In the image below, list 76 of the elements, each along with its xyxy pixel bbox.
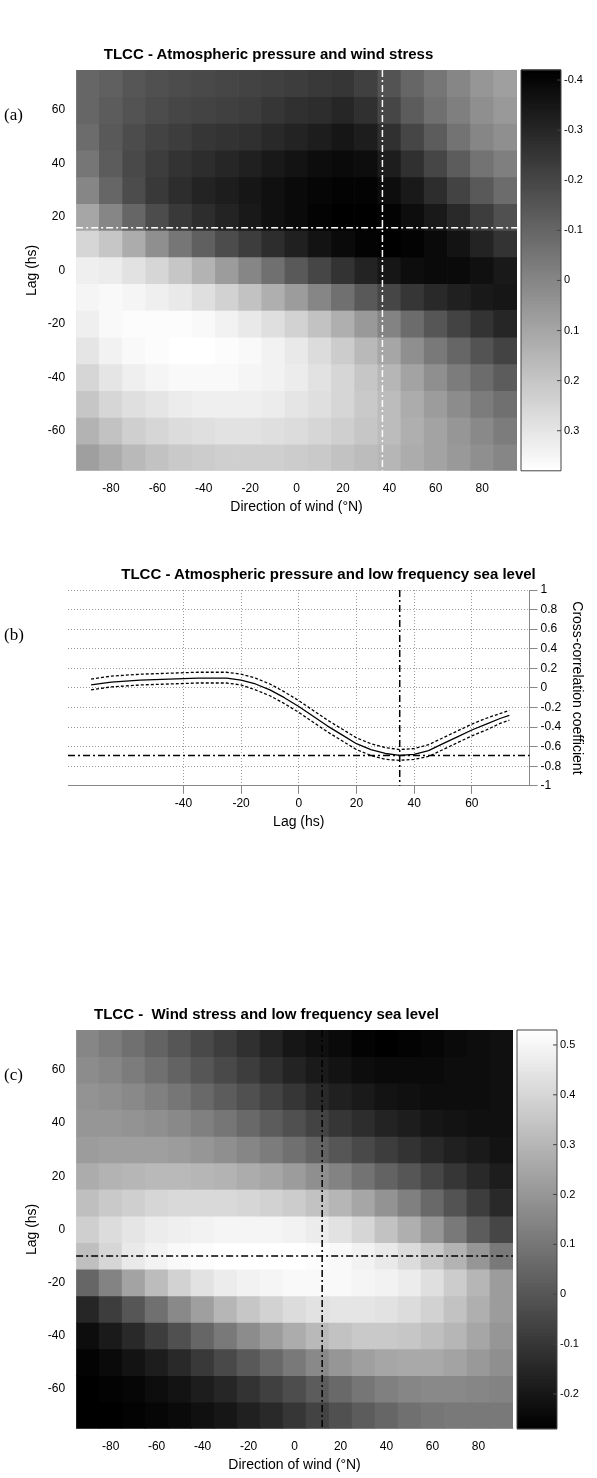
x-tick-label: -40 bbox=[193, 1439, 212, 1454]
y-tick-label: 40 bbox=[51, 155, 66, 170]
y-tick-label: 0 bbox=[540, 680, 548, 695]
x-tick-label: 80 bbox=[471, 1439, 486, 1454]
y-tick-label: 60 bbox=[51, 102, 66, 117]
y-tick-label: 0.8 bbox=[540, 601, 558, 616]
x-tick-label: 20 bbox=[333, 1439, 348, 1454]
x-tick-label: -80 bbox=[101, 1439, 120, 1454]
color-bar-label: -0.2 bbox=[560, 1386, 579, 1399]
y-tick-label: 40 bbox=[51, 1115, 66, 1130]
x-axis-title: Lag (hs) bbox=[273, 813, 325, 830]
y-axis-title: Lag (hs) bbox=[23, 244, 40, 297]
color-bar-label: -0.2 bbox=[564, 173, 583, 186]
y-tick-label: 1 bbox=[540, 582, 548, 597]
color-bar-label: 0.3 bbox=[564, 423, 580, 436]
y-tick-label: 60 bbox=[51, 1062, 66, 1077]
y-tick-label: -20 bbox=[47, 1274, 66, 1289]
color-bar-label: -0.3 bbox=[564, 123, 583, 136]
y-tick-label: -0.4 bbox=[540, 719, 562, 734]
y-tick-label: -40 bbox=[47, 369, 66, 384]
y-tick-label: 0.6 bbox=[540, 621, 558, 636]
y-axis-title: Cross-correlation coefficient bbox=[569, 601, 586, 775]
text: (a) bbox=[4, 105, 23, 124]
color-bar-label: 0.3 bbox=[560, 1137, 576, 1150]
color-bar-label: 0.2 bbox=[560, 1187, 576, 1200]
color-bar-label: 0.2 bbox=[564, 373, 580, 386]
x-axis-title: Direction of wind (°N) bbox=[230, 498, 363, 515]
x-tick-label: -60 bbox=[148, 481, 167, 496]
color-bar-label: -0.4 bbox=[564, 73, 583, 86]
x-tick-label: -40 bbox=[174, 796, 193, 811]
y-tick-label: -0.6 bbox=[540, 738, 562, 753]
color-bar-label: 0.4 bbox=[560, 1087, 576, 1100]
color-bar-label: 0 bbox=[564, 273, 571, 286]
x-tick-label: 60 bbox=[425, 1439, 440, 1454]
x-tick-label: 40 bbox=[407, 796, 422, 811]
y-tick-label: -1 bbox=[540, 778, 552, 793]
x-tick-label: -20 bbox=[232, 796, 251, 811]
x-tick-label: 40 bbox=[379, 1439, 394, 1454]
chart-title: TLCC - Wind stress and low frequency sea level bbox=[94, 1005, 439, 1023]
text: (b) bbox=[4, 625, 24, 644]
y-tick-label: -40 bbox=[47, 1328, 66, 1343]
x-tick-label: 80 bbox=[475, 481, 490, 496]
y-tick-label: -60 bbox=[47, 423, 66, 438]
x-tick-label: -40 bbox=[195, 481, 213, 496]
y-tick-label: 0 bbox=[58, 1221, 66, 1236]
x-tick-label: -20 bbox=[241, 481, 260, 496]
x-tick-label: -80 bbox=[102, 481, 120, 496]
x-tick-label: 0 bbox=[295, 796, 303, 811]
y-tick-label: 20 bbox=[51, 209, 66, 224]
y-tick-label: -0.8 bbox=[540, 758, 562, 773]
x-tick-label: 20 bbox=[336, 481, 350, 496]
y-tick-label: 0.2 bbox=[540, 660, 558, 675]
x-tick-label: 40 bbox=[382, 481, 397, 496]
x-tick-label: 60 bbox=[465, 796, 479, 811]
y-axis-title: Lag (hs) bbox=[23, 1203, 40, 1256]
color-bar-label: -0.1 bbox=[560, 1337, 579, 1350]
x-tick-label: -60 bbox=[147, 1439, 166, 1454]
color-bar-label: 0.1 bbox=[560, 1237, 576, 1250]
y-tick-label: -20 bbox=[47, 316, 66, 331]
x-tick-label: 0 bbox=[293, 481, 301, 496]
y-tick-label: 20 bbox=[51, 1168, 66, 1183]
x-tick-label: 0 bbox=[291, 1439, 299, 1454]
x-axis-title: Direction of wind (°N) bbox=[228, 1456, 361, 1473]
y-tick-label: 0 bbox=[58, 262, 66, 277]
color-bar-label: 0.1 bbox=[564, 323, 580, 336]
chart-title: TLCC - Atmospheric pressure and wind stress bbox=[103, 45, 434, 63]
x-tick-label: 20 bbox=[349, 796, 364, 811]
text: (c) bbox=[4, 1065, 23, 1084]
color-bar-label: -0.1 bbox=[564, 223, 583, 236]
y-tick-label: -0.2 bbox=[540, 699, 562, 714]
color-bar-label: 0.5 bbox=[560, 1037, 576, 1050]
y-tick-label: 0.4 bbox=[540, 641, 558, 656]
x-tick-label: -20 bbox=[239, 1439, 258, 1454]
chart-title: TLCC - Atmospheric pressure and low frequency sea level bbox=[121, 565, 536, 583]
y-tick-label: -60 bbox=[47, 1381, 66, 1396]
x-tick-label: 60 bbox=[429, 481, 443, 496]
